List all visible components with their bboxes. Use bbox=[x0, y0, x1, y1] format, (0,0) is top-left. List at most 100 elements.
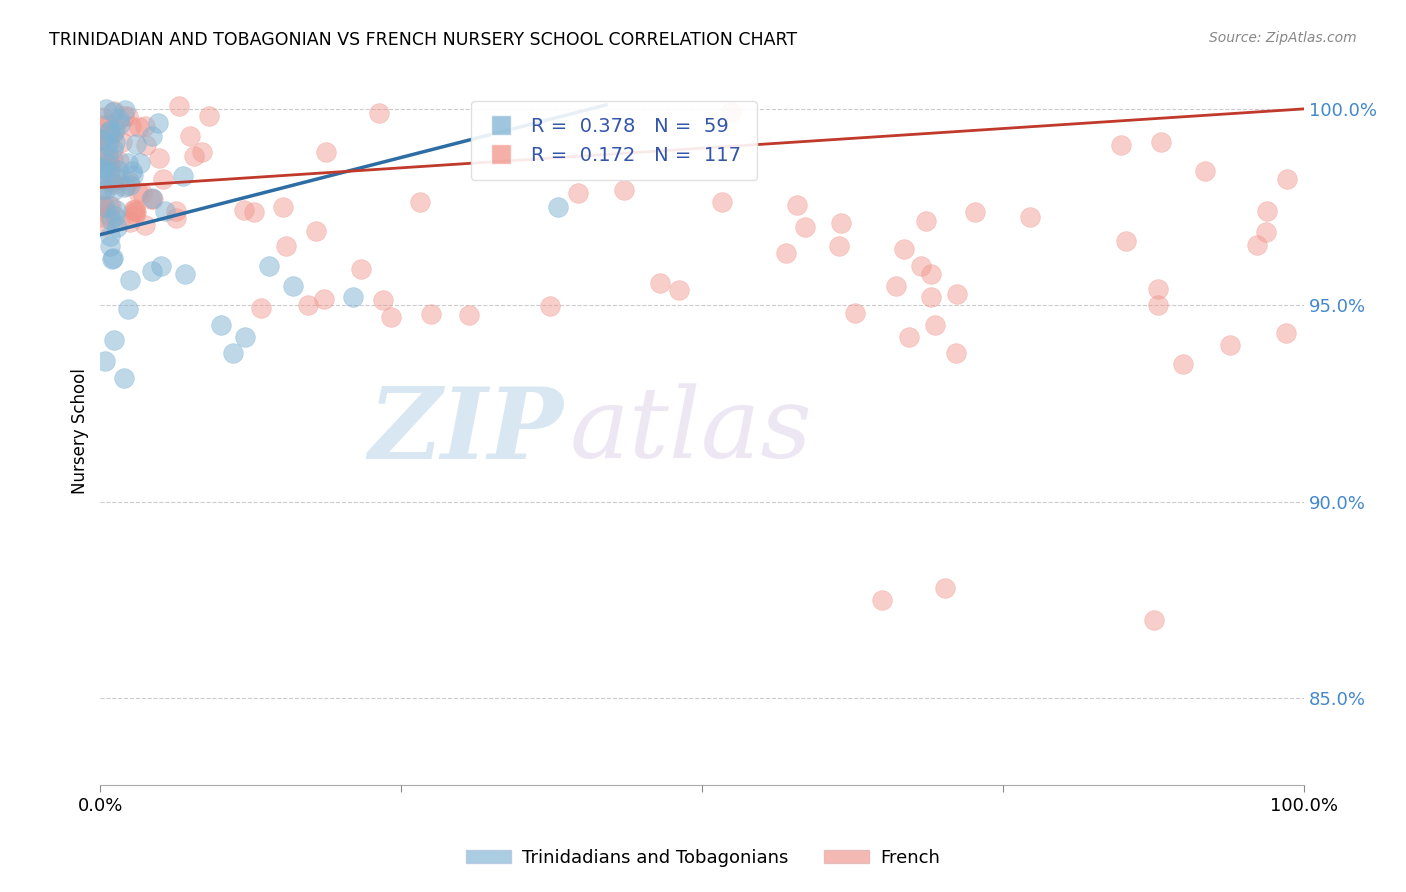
Point bbox=[963, 205, 986, 219]
Point bbox=[419, 307, 441, 321]
Point bbox=[1147, 282, 1170, 296]
Point bbox=[886, 278, 908, 293]
Point bbox=[183, 149, 205, 163]
Point bbox=[90, 200, 112, 214]
Point bbox=[100, 239, 122, 253]
Point bbox=[103, 125, 125, 139]
Point bbox=[134, 119, 156, 133]
Point bbox=[120, 215, 142, 229]
Point bbox=[124, 136, 146, 151]
Point bbox=[94, 219, 117, 233]
Point bbox=[828, 239, 851, 253]
Point bbox=[650, 276, 672, 290]
Point bbox=[101, 252, 124, 266]
Point bbox=[93, 161, 115, 175]
Point bbox=[101, 143, 124, 157]
Point bbox=[90, 182, 112, 196]
Point bbox=[872, 593, 894, 607]
Point bbox=[1246, 237, 1268, 252]
Point bbox=[103, 251, 125, 265]
Point bbox=[120, 119, 142, 133]
Y-axis label: Nursery School: Nursery School bbox=[72, 368, 89, 494]
Point bbox=[128, 156, 150, 170]
Point bbox=[91, 183, 114, 197]
Point bbox=[91, 133, 114, 147]
Point bbox=[96, 137, 118, 152]
Point bbox=[121, 203, 143, 218]
Point bbox=[1275, 326, 1298, 340]
Point bbox=[90, 198, 112, 212]
Point bbox=[297, 298, 319, 312]
Point bbox=[139, 192, 162, 206]
Point bbox=[125, 205, 148, 219]
Point bbox=[101, 128, 124, 142]
Point bbox=[97, 127, 120, 141]
Point bbox=[103, 103, 125, 118]
Point bbox=[91, 118, 114, 132]
Point bbox=[97, 158, 120, 172]
Point bbox=[250, 301, 273, 315]
Point bbox=[120, 178, 142, 192]
Point bbox=[114, 179, 136, 194]
Point bbox=[775, 245, 797, 260]
Point bbox=[179, 128, 201, 143]
Point bbox=[457, 308, 479, 322]
Point bbox=[112, 370, 135, 384]
Point bbox=[104, 135, 127, 149]
Point bbox=[141, 264, 163, 278]
Point bbox=[547, 200, 569, 214]
Point bbox=[105, 203, 128, 218]
Point bbox=[98, 208, 121, 222]
Point bbox=[924, 318, 946, 332]
Point bbox=[898, 330, 921, 344]
Point bbox=[786, 198, 808, 212]
Point bbox=[233, 330, 256, 344]
Point bbox=[720, 104, 742, 119]
Point bbox=[117, 109, 139, 123]
Point bbox=[945, 345, 967, 359]
Point bbox=[103, 104, 125, 119]
Point bbox=[104, 169, 127, 184]
Legend: Trinidadians and Tobagonians, French: Trinidadians and Tobagonians, French bbox=[458, 842, 948, 874]
Point bbox=[222, 345, 245, 359]
Point bbox=[98, 158, 121, 172]
Point bbox=[920, 291, 942, 305]
Text: ZIP: ZIP bbox=[368, 383, 564, 479]
Point bbox=[946, 286, 969, 301]
Point bbox=[1150, 135, 1173, 149]
Point bbox=[98, 229, 121, 244]
Point bbox=[315, 145, 337, 159]
Point bbox=[934, 582, 956, 596]
Point bbox=[91, 169, 114, 183]
Point bbox=[100, 213, 122, 227]
Point bbox=[342, 291, 364, 305]
Point bbox=[668, 283, 690, 297]
Point bbox=[1109, 138, 1132, 153]
Point bbox=[90, 144, 112, 158]
Point bbox=[243, 205, 266, 219]
Point bbox=[117, 156, 139, 170]
Point bbox=[915, 214, 938, 228]
Point bbox=[97, 136, 120, 150]
Point bbox=[149, 259, 172, 273]
Point bbox=[1194, 164, 1216, 178]
Point bbox=[1219, 337, 1241, 351]
Point bbox=[1173, 357, 1195, 371]
Point bbox=[1147, 298, 1170, 312]
Point bbox=[105, 219, 128, 234]
Point bbox=[148, 151, 170, 165]
Point bbox=[148, 116, 170, 130]
Point bbox=[97, 151, 120, 165]
Point bbox=[380, 310, 402, 324]
Point bbox=[94, 200, 117, 214]
Point bbox=[135, 138, 157, 153]
Point bbox=[107, 172, 129, 186]
Point bbox=[114, 103, 136, 118]
Point bbox=[90, 162, 112, 177]
Point bbox=[100, 199, 122, 213]
Point bbox=[152, 171, 174, 186]
Point bbox=[141, 129, 163, 144]
Point bbox=[209, 318, 232, 332]
Point bbox=[98, 199, 121, 213]
Point bbox=[893, 243, 915, 257]
